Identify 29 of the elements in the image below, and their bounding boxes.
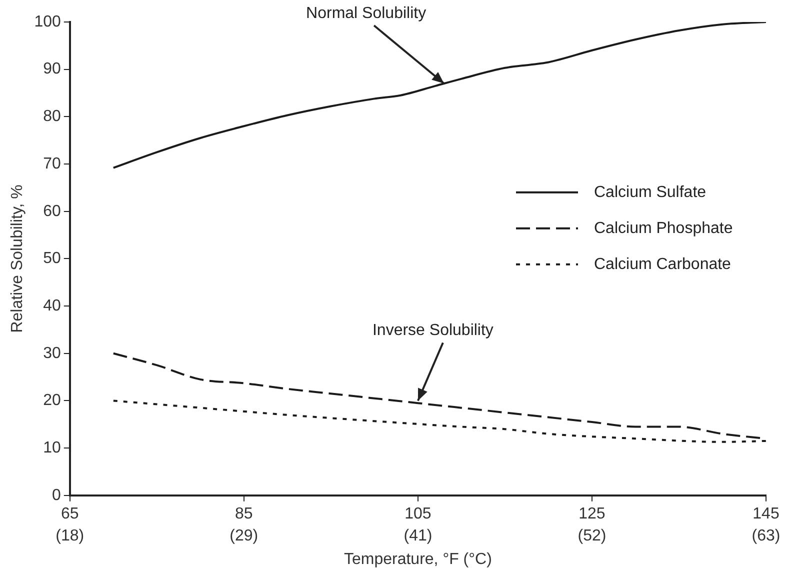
- line-series: [112, 22, 766, 169]
- y-tick-label: 80: [43, 108, 61, 126]
- x-tick-label: 125: [578, 505, 606, 522]
- x2-tick-label: (29): [230, 528, 258, 545]
- y-tick-label: 100: [34, 13, 61, 30]
- y-tick-label: 70: [43, 155, 61, 172]
- y-tick-label: 50: [43, 250, 61, 268]
- legend-label: Calcium Carbonate: [594, 256, 732, 273]
- legend-label: Calcium Sulfate: [594, 184, 706, 201]
- y-tick-label: 90: [43, 60, 61, 78]
- y-tick-label: 30: [43, 344, 61, 362]
- y-axis-title: Relative Solubility, %: [9, 184, 26, 333]
- x2-tick-label: (41): [404, 528, 432, 545]
- x2-tick-label: (63): [752, 528, 780, 545]
- x-axis-title: Temperature, °F (°C): [344, 550, 492, 568]
- x-tick-label: 105: [404, 505, 432, 522]
- y-tick-label: 10: [43, 439, 61, 456]
- y-tick-label: 60: [43, 202, 61, 220]
- annotation: Normal Solubility: [306, 4, 426, 22]
- y-tick-label: 20: [43, 392, 61, 410]
- x2-tick-label: (52): [578, 528, 606, 545]
- y-tick-label: 0: [52, 486, 61, 504]
- legend-label: Calcium Phosphate: [594, 220, 733, 237]
- y-tick-label: 40: [43, 297, 61, 314]
- x2-tick-label: (18): [56, 528, 84, 545]
- x-tick-label: 145: [752, 505, 780, 522]
- x-tick-label: 65: [60, 505, 79, 522]
- x-tick-label: 85: [235, 505, 253, 522]
- annotation: Inverse Solubility: [372, 322, 494, 340]
